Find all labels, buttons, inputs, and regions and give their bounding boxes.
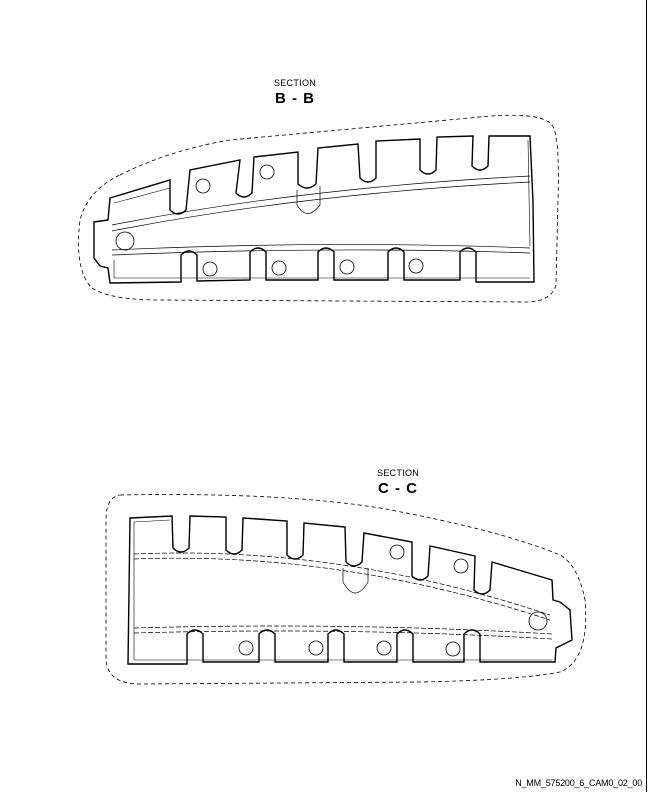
section-bb-outer-profile xyxy=(93,135,535,284)
section-bb-hole xyxy=(115,231,135,251)
section-cc-title: C - C xyxy=(378,480,418,497)
section-cc-envelope xyxy=(105,494,587,685)
section-bb-caption: SECTION xyxy=(273,78,317,88)
section-cc-outer-profile xyxy=(127,515,573,665)
page-border-line xyxy=(646,0,647,792)
section-cc-hole xyxy=(389,544,405,560)
section-bb-hole xyxy=(195,178,211,194)
section-bb-hole xyxy=(202,261,218,277)
section-cc-hole xyxy=(453,558,469,574)
section-cc-caption: SECTION xyxy=(376,468,420,478)
section-bb-title: B - B xyxy=(275,90,315,107)
section-cc-hole xyxy=(445,641,461,657)
section-bb-hole xyxy=(339,259,355,275)
section-bb-drawing xyxy=(78,114,559,303)
section-cc-drawing xyxy=(105,494,587,685)
section-cc-hole xyxy=(376,640,392,656)
drawing-reference-number: N_MM_575200_6_CAM0_02_00 xyxy=(515,778,642,788)
section-bb-hole xyxy=(259,164,275,180)
section-cc-hole xyxy=(238,640,254,656)
section-bb-hole xyxy=(408,258,424,274)
section-cc-hole xyxy=(308,640,324,656)
section-cc-hole xyxy=(528,611,548,631)
section-bb-hole xyxy=(271,260,287,276)
section-bb-envelope xyxy=(78,114,559,303)
